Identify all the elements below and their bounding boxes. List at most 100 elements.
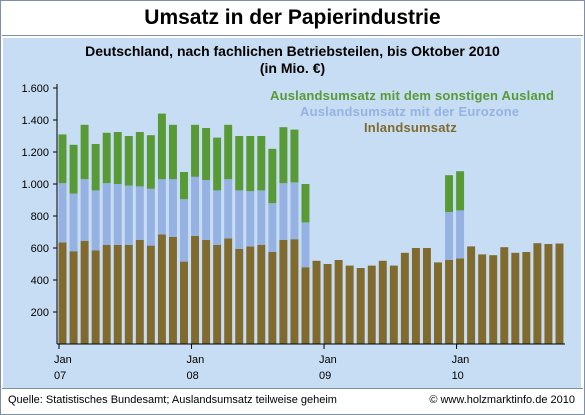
legend-eurozone: Auslandsumsatz mit der Eurozone	[300, 104, 520, 119]
bar-inland	[389, 265, 398, 344]
bar-other-foreign	[268, 148, 277, 204]
bar-other-foreign	[58, 134, 67, 184]
title-divider	[2, 35, 583, 36]
bar-eurozone	[91, 190, 100, 251]
y-tick-label: 1.000	[21, 179, 49, 191]
bar-other-foreign	[102, 132, 111, 184]
y-tick-label: 400	[31, 275, 49, 287]
bar-other-foreign	[257, 136, 266, 191]
bar-eurozone	[224, 179, 233, 239]
y-tick-label: 600	[31, 243, 49, 255]
bar-eurozone	[213, 190, 222, 245]
bar-other-foreign	[445, 175, 454, 212]
bar-eurozone	[279, 183, 288, 240]
bar-other-foreign	[213, 137, 222, 191]
bar-inland	[456, 258, 465, 344]
bar-eurozone	[257, 190, 266, 245]
bar-inland	[91, 250, 100, 344]
bar-inland	[191, 236, 200, 344]
y-tick-label: 800	[31, 211, 49, 223]
bar-inland	[246, 246, 255, 344]
bar-inland	[500, 247, 509, 344]
x-tick-label-month: Jan	[319, 354, 337, 366]
x-tick-label-month: Jan	[452, 354, 470, 366]
bar-eurozone	[168, 179, 177, 237]
bar-inland	[146, 245, 155, 344]
bar-other-foreign	[301, 184, 310, 223]
bar-inland	[312, 260, 321, 344]
bar-inland	[445, 260, 454, 344]
bar-other-foreign	[91, 144, 100, 191]
bar-other-foreign	[246, 136, 255, 192]
bar-eurozone	[235, 190, 244, 249]
subtitle-line-2: (in Mio. €)	[259, 60, 326, 76]
legend-other-foreign: Auslandsumsatz mit dem sonstigen Ausland	[270, 88, 555, 103]
bar-inland	[345, 265, 354, 344]
bar-inland	[113, 244, 122, 344]
bar-inland	[124, 244, 133, 344]
bar-inland	[533, 243, 542, 344]
bar-inland	[202, 240, 211, 344]
x-tick-label-year: 08	[187, 370, 199, 382]
bar-inland	[235, 248, 244, 344]
bar-inland	[180, 261, 188, 344]
bar-eurozone	[124, 185, 133, 245]
bar-inland	[544, 244, 553, 344]
bar-inland	[411, 248, 420, 344]
bar-inland	[58, 242, 67, 344]
bar-inland	[334, 260, 343, 344]
x-tick-label-month: Jan	[54, 354, 72, 366]
bar-eurozone	[102, 183, 111, 245]
bar-inland	[378, 260, 387, 344]
bar-other-foreign	[456, 171, 465, 211]
bar-inland	[522, 252, 531, 344]
bar-eurozone	[445, 212, 454, 260]
chart-title: Umsatz in der Papierindustrie	[144, 6, 441, 29]
bar-inland	[434, 262, 442, 344]
bar-inland	[213, 244, 222, 344]
bar-inland	[290, 239, 299, 344]
bar-other-foreign	[146, 135, 155, 189]
bar-other-foreign	[69, 144, 78, 194]
subtitle-line-1: Deutschland, nach fachlichen Betriebstei…	[85, 43, 500, 59]
bar-other-foreign	[224, 124, 233, 180]
footer-divider	[2, 388, 583, 389]
bar-eurozone	[202, 180, 211, 240]
bar-inland	[157, 234, 166, 344]
bar-inland	[467, 246, 476, 344]
bar-inland	[301, 267, 310, 344]
bar-inland	[80, 240, 89, 344]
bar-inland	[168, 236, 177, 344]
bar-other-foreign	[168, 124, 177, 180]
bar-other-foreign	[80, 124, 89, 180]
bar-inland	[268, 252, 277, 344]
bar-inland	[279, 240, 288, 344]
bar-inland	[323, 264, 332, 344]
x-tick-label-month: Jan	[187, 354, 205, 366]
bar-eurozone	[191, 176, 200, 236]
x-tick-label-year: 07	[54, 370, 66, 382]
x-tick-label-year: 10	[452, 370, 464, 382]
y-tick-label: 1.600	[21, 83, 49, 95]
y-tick-label: 200	[31, 307, 49, 319]
bar-eurozone	[180, 199, 188, 262]
bar-eurozone	[69, 193, 78, 252]
legend-inland: Inlandsumsatz	[364, 120, 457, 135]
x-tick-label-year: 09	[319, 370, 331, 382]
bar-other-foreign	[235, 136, 244, 191]
bar-eurozone	[290, 182, 299, 240]
copyright-note: © www.holzmarktinfo.de 2010	[429, 394, 575, 406]
bar-inland	[257, 244, 266, 344]
bar-other-foreign	[191, 124, 200, 177]
bar-inland	[422, 248, 431, 344]
bar-eurozone	[246, 191, 255, 247]
bar-other-foreign	[113, 132, 122, 184]
source-note: Quelle: Statistisches Bundesamt; Ausland…	[8, 394, 337, 406]
bar-other-foreign	[180, 172, 188, 200]
bar-other-foreign	[279, 127, 288, 184]
bar-inland	[489, 255, 498, 344]
chart-subtitle: Deutschland, nach fachlichen Betriebstei…	[0, 43, 585, 77]
bar-eurozone	[80, 179, 89, 241]
bar-eurozone	[268, 203, 277, 252]
